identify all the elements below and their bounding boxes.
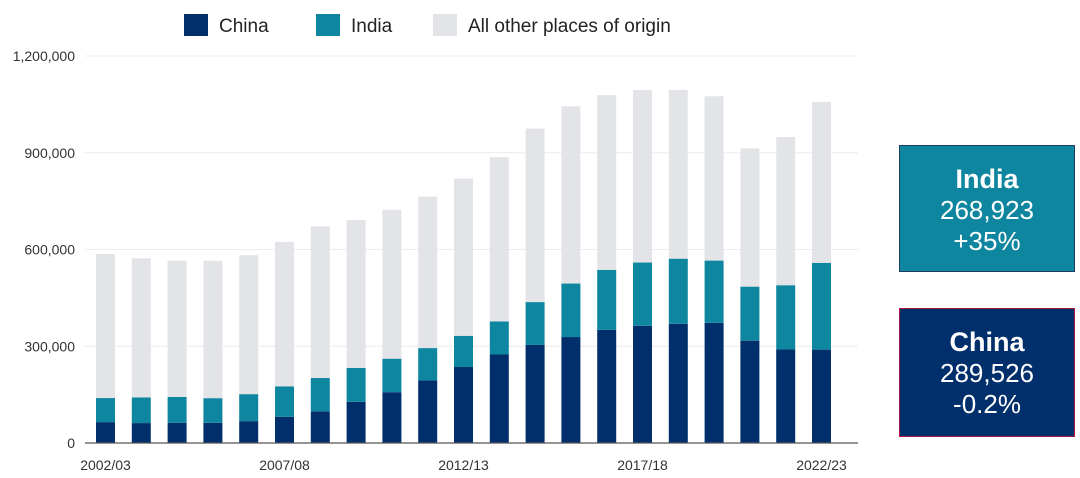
bar-all-other-places-of-origin-2 — [167, 260, 187, 397]
bar-china-20 — [812, 349, 831, 443]
bar-india-4 — [239, 394, 259, 422]
x-tick-label: 2022/23 — [796, 457, 847, 473]
bar-india-14 — [597, 269, 617, 330]
bar-all-other-places-of-origin-3 — [203, 260, 223, 399]
bar-china-9 — [418, 380, 438, 443]
bar-all-other-places-of-origin-14 — [597, 95, 617, 270]
bar-all-other-places-of-origin-10 — [454, 178, 473, 336]
bar-india-3 — [203, 398, 223, 423]
legend-label-2: All other places of origin — [468, 16, 671, 37]
bar-india-16 — [668, 258, 688, 324]
bar-all-other-places-of-origin-6 — [310, 226, 330, 379]
china-callout-change: -0.2% — [953, 389, 1021, 419]
bar-china-6 — [310, 411, 330, 443]
bar-india-19 — [776, 285, 796, 350]
bar-all-other-places-of-origin-18 — [740, 148, 760, 287]
bar-india-18 — [740, 286, 760, 341]
india-callout-change: +35% — [953, 226, 1021, 256]
bar-all-other-places-of-origin-1 — [131, 258, 151, 398]
x-tick-label: 2007/08 — [259, 457, 310, 473]
y-tick-label: 1,200,000 — [13, 48, 75, 64]
bar-all-other-places-of-origin-4 — [239, 255, 259, 395]
bar-india-13 — [561, 283, 581, 338]
bar-china-14 — [597, 329, 617, 443]
bar-china-15 — [633, 325, 652, 443]
legend-label-1: India — [351, 16, 393, 37]
bar-all-other-places-of-origin-12 — [525, 128, 545, 303]
bar-india-15 — [633, 262, 652, 326]
bar-china-12 — [525, 344, 545, 443]
india-callout-name: India — [955, 164, 1019, 194]
bar-all-other-places-of-origin-20 — [812, 101, 831, 263]
bar-india-11 — [489, 321, 509, 355]
bar-china-13 — [561, 337, 581, 443]
india-callout-value: 268,923 — [940, 195, 1034, 225]
bar-all-other-places-of-origin-19 — [776, 137, 796, 286]
bar-india-5 — [275, 386, 294, 417]
legend-swatch-1 — [316, 14, 340, 36]
bar-india-8 — [382, 358, 402, 393]
bar-china-5 — [275, 416, 294, 443]
legend-swatch-0 — [184, 14, 208, 36]
y-tick-label: 300,000 — [24, 338, 75, 354]
bar-india-17 — [704, 260, 724, 323]
bar-china-11 — [489, 354, 509, 443]
x-tick-label: 2002/03 — [80, 457, 131, 473]
bar-all-other-places-of-origin-0 — [96, 253, 115, 399]
bar-all-other-places-of-origin-11 — [489, 157, 509, 322]
y-tick-label: 600,000 — [24, 242, 75, 258]
bar-india-7 — [346, 368, 366, 402]
bar-china-16 — [668, 323, 688, 443]
bar-china-7 — [346, 401, 366, 443]
legend-label-0: China — [219, 16, 269, 37]
bar-china-3 — [203, 422, 223, 443]
bar-china-0 — [96, 422, 115, 443]
legend-swatch-2 — [433, 14, 457, 36]
bar-india-12 — [525, 302, 545, 345]
bar-all-other-places-of-origin-7 — [346, 220, 366, 369]
india-callout-box: India 268,923 +35% — [899, 145, 1075, 272]
bar-china-8 — [382, 392, 402, 443]
bar-china-4 — [239, 421, 259, 443]
bar-china-2 — [167, 422, 187, 443]
china-callout-box: China 289,526 -0.2% — [899, 308, 1075, 437]
bar-china-10 — [454, 367, 473, 443]
bar-india-2 — [167, 396, 187, 423]
bar-india-9 — [418, 348, 438, 381]
bar-all-other-places-of-origin-9 — [418, 196, 438, 349]
bar-all-other-places-of-origin-15 — [633, 90, 652, 263]
bar-china-18 — [740, 340, 760, 443]
bar-china-17 — [704, 322, 724, 443]
bar-india-10 — [454, 335, 473, 368]
x-tick-label: 2012/13 — [438, 457, 489, 473]
y-tick-label: 900,000 — [24, 145, 75, 161]
bar-all-other-places-of-origin-8 — [382, 209, 402, 359]
china-callout-name: China — [949, 327, 1025, 357]
y-tick-label: 0 — [67, 435, 75, 451]
bar-all-other-places-of-origin-17 — [704, 96, 724, 261]
bar-all-other-places-of-origin-5 — [275, 241, 294, 387]
bar-china-1 — [131, 423, 151, 443]
bar-india-6 — [310, 378, 330, 412]
bar-india-1 — [131, 397, 151, 424]
bar-india-0 — [96, 398, 115, 423]
bar-all-other-places-of-origin-13 — [561, 106, 581, 284]
x-tick-label: 2017/18 — [617, 457, 668, 473]
bar-india-20 — [812, 262, 831, 350]
bar-china-19 — [776, 349, 796, 443]
bar-all-other-places-of-origin-16 — [668, 89, 688, 259]
china-callout-value: 289,526 — [940, 358, 1034, 388]
